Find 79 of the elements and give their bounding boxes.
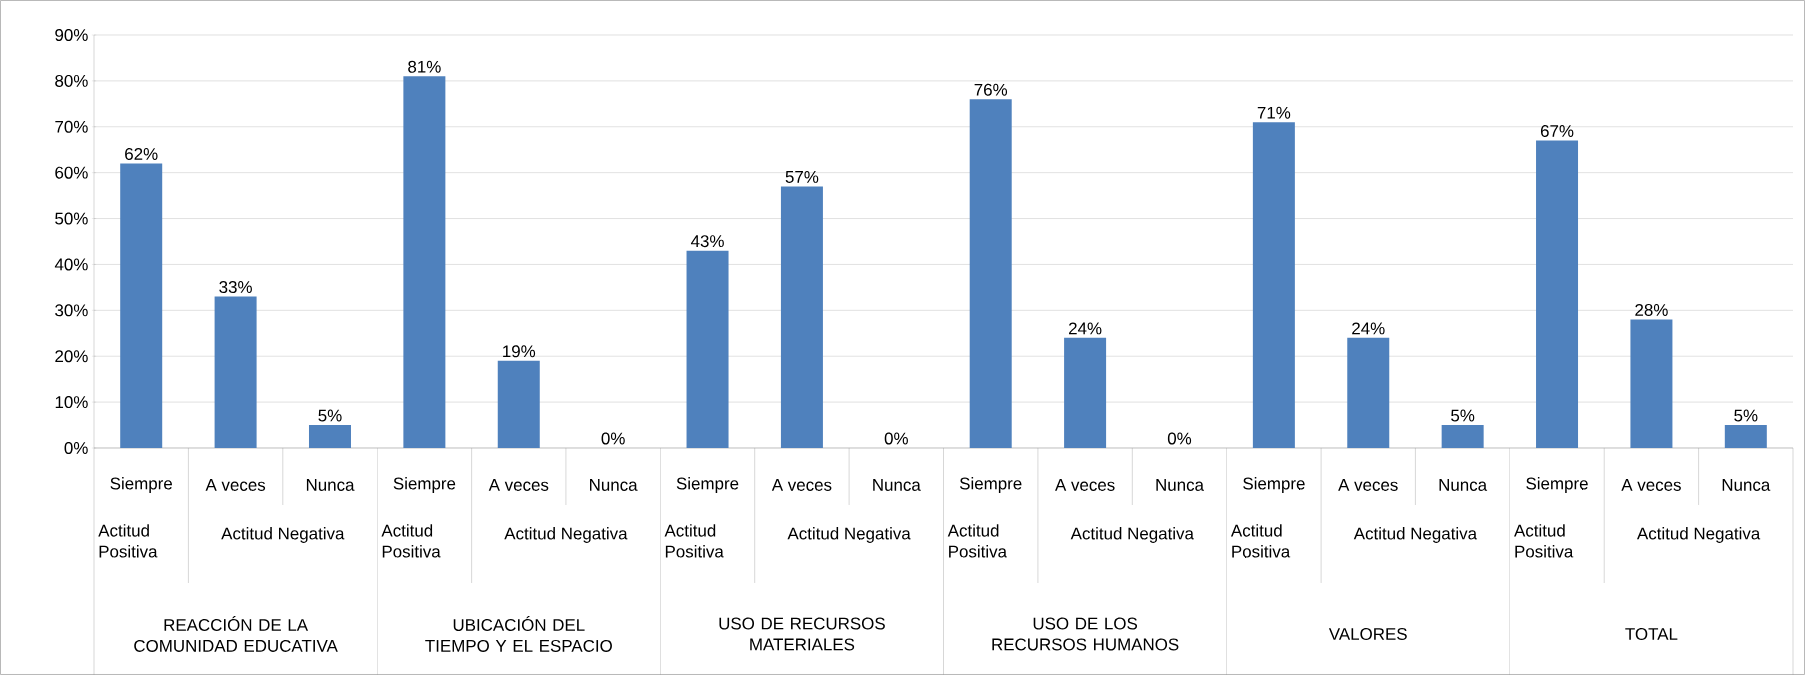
data-label: 0% bbox=[1167, 432, 1192, 445]
bar bbox=[1064, 337, 1107, 448]
y-tick-label: 40% bbox=[54, 258, 88, 271]
x-tick-label: Siempre bbox=[1243, 477, 1305, 493]
bar bbox=[403, 76, 446, 448]
text: Actitud Positiva bbox=[1514, 524, 1574, 558]
data-label: 24% bbox=[1352, 322, 1385, 335]
data-label: 43% bbox=[690, 235, 724, 248]
data-label: 33% bbox=[219, 280, 252, 293]
text: REACCIÓN DE LA COMUNIDAD EDUCATIVA bbox=[134, 616, 338, 652]
bar bbox=[497, 360, 540, 448]
text: Actitud Positiva bbox=[664, 524, 724, 558]
x-tick-label: A veces bbox=[488, 478, 549, 491]
x-tick-label: A veces bbox=[771, 478, 832, 491]
data-label: 5% bbox=[1451, 409, 1475, 422]
x-tick-label: Siempre bbox=[393, 477, 456, 493]
bar bbox=[1252, 122, 1295, 448]
x-tick-label: Siempre bbox=[676, 477, 739, 493]
data-label: 76% bbox=[974, 83, 1008, 96]
x-tick-label: Nunca bbox=[1722, 478, 1771, 491]
data-label: 5% bbox=[1734, 409, 1758, 422]
data-label: 0% bbox=[884, 432, 908, 445]
x-tick-label: Nunca bbox=[306, 478, 355, 491]
x-tick-label: A veces bbox=[1055, 478, 1115, 491]
bar bbox=[686, 250, 729, 448]
x-tick-label: Nunca bbox=[873, 478, 921, 491]
x-tick-label: A veces bbox=[205, 478, 266, 491]
text: TOTAL bbox=[1625, 627, 1678, 640]
bar bbox=[969, 99, 1012, 448]
data-label: 81% bbox=[408, 60, 441, 73]
x-tick-label: A veces bbox=[1621, 478, 1681, 491]
x-tick-label: Siempre bbox=[959, 477, 1022, 493]
text: Actitud Negativa bbox=[504, 527, 628, 543]
data-label: 28% bbox=[1635, 303, 1668, 316]
text: Actitud Negativa bbox=[787, 527, 911, 543]
data-label: 24% bbox=[1069, 322, 1102, 335]
data-label: 0% bbox=[601, 432, 625, 445]
text: USO DE LOS RECURSOS HUMANOS bbox=[992, 617, 1179, 651]
y-tick-label: 50% bbox=[55, 212, 88, 225]
text: Actitud Negativa bbox=[221, 527, 345, 543]
y-tick-label: 30% bbox=[55, 304, 88, 317]
x-tick-label: Nunca bbox=[1439, 478, 1488, 491]
bar bbox=[214, 296, 257, 448]
x-tick-label: Nunca bbox=[590, 478, 638, 491]
x-tick-label: Nunca bbox=[1156, 478, 1204, 491]
y-tick-label: 80% bbox=[55, 74, 88, 87]
text: Actitud Negativa bbox=[1353, 527, 1478, 543]
data-label: 62% bbox=[125, 147, 158, 160]
x-tick-label: Siempre bbox=[1526, 477, 1588, 493]
data-label: 19% bbox=[503, 345, 536, 358]
x-tick-label: A veces bbox=[1338, 478, 1398, 491]
bar bbox=[1441, 424, 1484, 448]
data-label: 57% bbox=[785, 170, 819, 183]
text: Actitud Positiva bbox=[947, 524, 1008, 558]
text: Actitud Positiva bbox=[98, 524, 158, 558]
y-tick-label: 20% bbox=[55, 350, 88, 363]
bar bbox=[1536, 140, 1579, 448]
text: Actitud Positiva bbox=[381, 524, 441, 558]
text: USO DE RECURSOS MATERIALES bbox=[719, 617, 885, 651]
y-tick-label: 70% bbox=[55, 120, 88, 133]
bar bbox=[308, 424, 351, 448]
bar bbox=[120, 163, 163, 448]
data-label: 67% bbox=[1540, 124, 1574, 137]
text: UBICACIÓN DEL TIEMPO Y EL ESPACIO bbox=[425, 616, 612, 652]
x-tick-label: Siempre bbox=[110, 477, 172, 493]
data-label: 5% bbox=[318, 409, 342, 422]
text: Actitud Negativa bbox=[1070, 527, 1194, 543]
y-tick-label: 60% bbox=[55, 166, 88, 179]
text: Actitud Negativa bbox=[1636, 527, 1761, 543]
data-label: 71% bbox=[1257, 106, 1291, 119]
bar bbox=[1724, 424, 1767, 448]
text: VALORES bbox=[1328, 627, 1407, 640]
bar bbox=[1630, 319, 1673, 448]
y-tick-label: 10% bbox=[55, 396, 88, 409]
y-tick-label: 90% bbox=[55, 28, 88, 41]
bar bbox=[780, 186, 823, 448]
text: Actitud Positiva bbox=[1230, 524, 1291, 558]
y-tick-label: 0% bbox=[64, 441, 88, 454]
bar bbox=[1347, 337, 1390, 448]
